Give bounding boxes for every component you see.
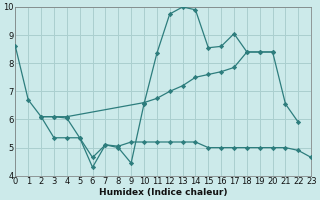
X-axis label: Humidex (Indice chaleur): Humidex (Indice chaleur) [99, 188, 228, 197]
